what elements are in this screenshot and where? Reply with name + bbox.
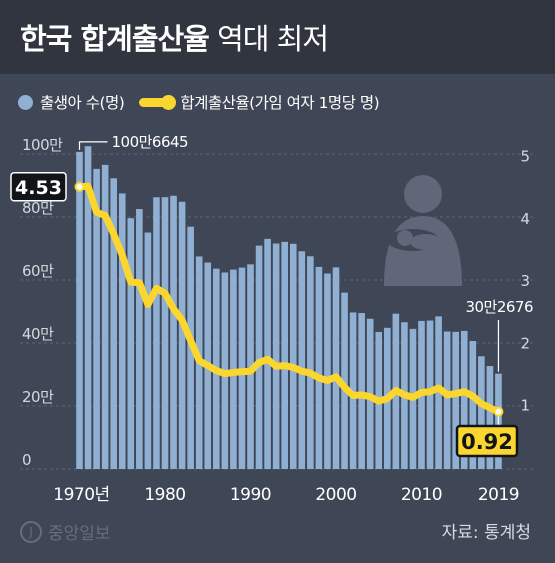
bar-births: [144, 232, 152, 469]
bar-births: [298, 251, 306, 469]
bar-births: [136, 209, 143, 469]
title-bar: 한국 합계출산율 역대 최저: [0, 0, 555, 74]
x-tick-label: 2019: [478, 485, 519, 505]
bar-births: [153, 197, 160, 469]
bar-births: [460, 330, 468, 469]
bar-births: [118, 193, 126, 469]
legend-bar-swatch: [18, 94, 33, 110]
bar-births: [127, 218, 135, 469]
x-tick-label: 2010: [401, 485, 442, 505]
annotation-tfr-2019: 0.92: [461, 430, 513, 454]
y-left-tick-label: 80만: [22, 199, 54, 217]
y-left-tick-label: 0: [22, 451, 31, 469]
mother-baby-icon: [384, 175, 462, 286]
bar-births: [178, 201, 186, 469]
tfr-start-marker: [74, 181, 85, 192]
annotation-leader: [78, 141, 108, 150]
bar-births: [272, 243, 280, 469]
bar-births: [264, 238, 271, 469]
x-tick-label: 1980: [144, 485, 185, 505]
bar-births: [478, 356, 485, 469]
x-tick-label: 2000: [315, 485, 356, 505]
annotation-births-2019: 30만2676: [465, 298, 533, 316]
bar-births: [307, 256, 314, 469]
bar-births: [101, 164, 109, 469]
y-right-tick-label: 3: [520, 272, 530, 290]
tfr-line: [76, 182, 502, 416]
annotation-tfr-2019-box: [455, 424, 519, 458]
bar-births: [358, 313, 365, 469]
legend-births-label: 출생아 수(명): [40, 94, 125, 112]
bar-births: [486, 366, 494, 469]
y-right-tick-label: 1: [520, 397, 530, 415]
logo-mark: J: [20, 520, 42, 543]
y-left-tick-label: 100만: [22, 136, 63, 154]
bar-births: [170, 195, 177, 469]
page-title: 한국 합계출산율 역대 최저: [20, 16, 329, 58]
title-light: 역대 최저: [217, 22, 329, 56]
bar-births: [469, 341, 477, 469]
title-bold: 한국 합계출산율: [20, 22, 210, 56]
bar-births: [238, 267, 246, 469]
bar-births: [110, 178, 117, 469]
y-left-tick-label: 40만: [22, 325, 54, 343]
bar-births: [452, 331, 459, 469]
y-left-tick-label: 60만: [22, 262, 54, 280]
legend-line-swatch: [139, 94, 177, 110]
bar-births: [161, 197, 169, 469]
y-right-tick-label: 5: [520, 148, 530, 166]
bar-births: [93, 168, 100, 469]
bar-births: [443, 331, 451, 469]
bar-births: [289, 243, 297, 469]
x-tick-label: 1990: [230, 485, 271, 505]
annotation-tfr-1970: 4.53: [15, 177, 62, 199]
y-right-tick-label: 4: [520, 210, 530, 228]
bar-births: [324, 273, 331, 469]
legend: 출생아 수(명) 합계출산율(가임 여자 1명당 명): [18, 90, 380, 114]
bar-births: [255, 245, 263, 469]
legend-tfr-label: 합계출산율(가임 여자 1명당 명): [180, 94, 380, 112]
publisher-logo: J 중앙일보: [20, 519, 111, 544]
bar-births: [315, 266, 323, 469]
logo-text: 중앙일보: [48, 524, 111, 544]
annotation-births-1970: 100만6645: [112, 133, 189, 151]
bar-births: [435, 316, 442, 469]
source-credit: 자료: 통계청: [441, 523, 531, 543]
bar-births: [281, 241, 288, 469]
bar-births: [76, 151, 83, 469]
annotation-tfr-1970-box: [10, 172, 67, 202]
bar-births: [332, 267, 340, 469]
bar-births: [84, 146, 92, 469]
y-right-tick-label: 2: [520, 334, 530, 352]
bar-births: [341, 292, 348, 469]
x-tick-label: 1970년: [53, 485, 109, 505]
y-left-tick-label: 20만: [22, 388, 54, 406]
tfr-end-marker: [493, 406, 504, 417]
